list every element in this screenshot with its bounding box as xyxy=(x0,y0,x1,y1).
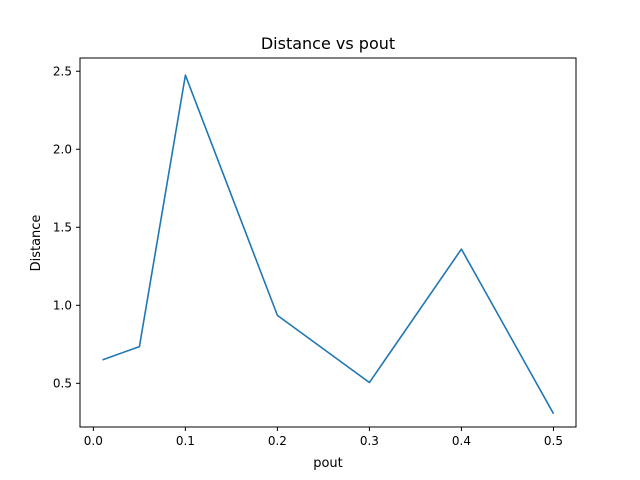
y-tick-label: 2.0 xyxy=(53,142,72,156)
plot-frame xyxy=(79,57,577,428)
x-tick-label: 0.1 xyxy=(176,434,195,448)
y-tick-label: 2.5 xyxy=(53,64,72,78)
x-tick-label: 0.2 xyxy=(268,434,287,448)
y-tick-label: 1.5 xyxy=(53,220,72,234)
y-tick-label: 0.5 xyxy=(53,376,72,390)
y-axis-label: Distance xyxy=(29,215,44,272)
tick-layer: 0.0 0.1 0.2 0.3 0.4 0.5 0.5 1.0 1.5 2.0 2.5 xyxy=(53,64,563,448)
series-layer xyxy=(102,74,555,415)
x-tick-label: 0.3 xyxy=(360,434,379,448)
x-axis-label: pout xyxy=(313,456,343,471)
chart-title: Distance vs pout xyxy=(261,34,395,53)
x-tick-label: 0.5 xyxy=(544,434,563,448)
y-tick-label: 1.0 xyxy=(53,298,72,312)
x-tick-label: 0.4 xyxy=(452,434,471,448)
x-tick-label: 0.0 xyxy=(84,434,103,448)
series-line xyxy=(102,74,555,415)
